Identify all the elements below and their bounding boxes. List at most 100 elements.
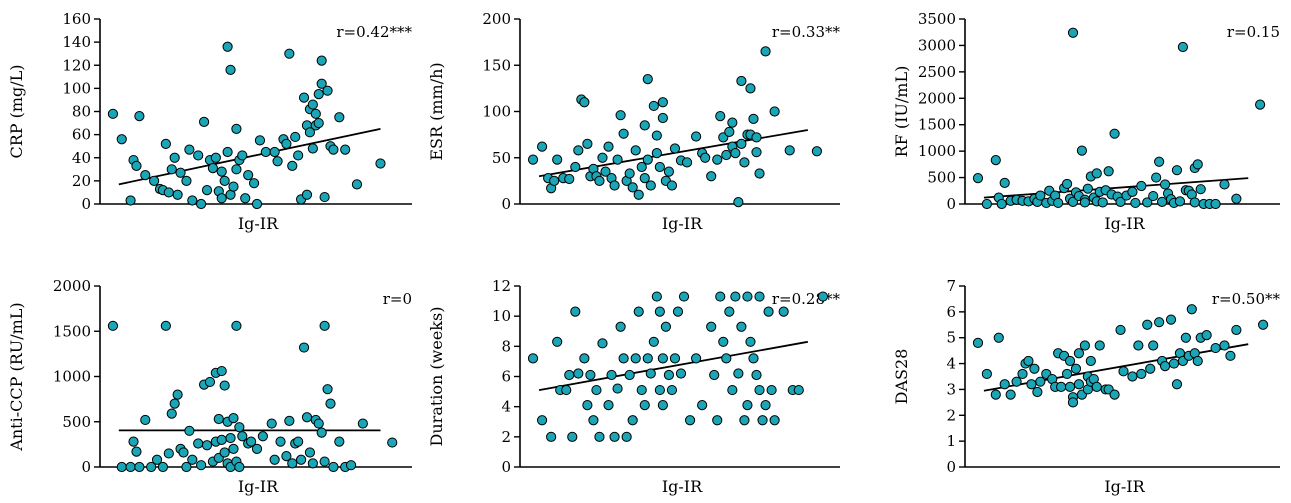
y-tick-label: 500 bbox=[927, 169, 956, 187]
data-point bbox=[651, 148, 662, 159]
data-point bbox=[187, 454, 198, 465]
y-tick-label: 6 bbox=[946, 303, 956, 321]
data-point bbox=[1032, 386, 1043, 398]
data-point bbox=[1091, 381, 1102, 392]
data-point bbox=[351, 179, 363, 190]
data-point bbox=[293, 436, 304, 447]
data-point bbox=[1067, 27, 1079, 38]
data-point bbox=[633, 189, 644, 200]
data-point bbox=[739, 415, 750, 426]
data-point bbox=[307, 458, 318, 469]
data-point bbox=[237, 150, 248, 161]
data-point bbox=[1136, 180, 1147, 192]
data-point bbox=[766, 384, 777, 396]
data-point bbox=[745, 83, 756, 94]
data-point bbox=[648, 336, 659, 347]
data-point bbox=[727, 384, 738, 396]
data-point bbox=[736, 321, 747, 332]
data-point bbox=[225, 432, 236, 444]
data-point bbox=[990, 389, 1001, 400]
data-point bbox=[243, 169, 254, 181]
data-point bbox=[248, 178, 260, 189]
data-point bbox=[216, 434, 227, 445]
data-point bbox=[1118, 366, 1129, 377]
data-point bbox=[125, 195, 136, 206]
data-point bbox=[612, 154, 623, 165]
data-point bbox=[527, 353, 539, 364]
data-point bbox=[1067, 397, 1079, 408]
data-point bbox=[706, 171, 717, 182]
data-point bbox=[319, 456, 330, 467]
data-point bbox=[657, 400, 668, 411]
data-point bbox=[387, 437, 398, 448]
data-point bbox=[754, 291, 765, 302]
data-point bbox=[624, 168, 635, 179]
data-point bbox=[564, 173, 575, 185]
data-point bbox=[603, 400, 614, 411]
data-point bbox=[660, 321, 672, 332]
data-point bbox=[666, 384, 678, 396]
data-point bbox=[1225, 350, 1236, 361]
data-point bbox=[198, 116, 210, 128]
data-point bbox=[633, 306, 644, 317]
data-point bbox=[1094, 340, 1105, 351]
data-point bbox=[715, 291, 726, 302]
data-point bbox=[609, 431, 620, 442]
data-point bbox=[582, 400, 593, 411]
data-point bbox=[663, 369, 675, 381]
y-tick-label: 1 bbox=[946, 432, 956, 450]
data-point bbox=[769, 106, 780, 117]
data-point bbox=[160, 138, 171, 149]
data-point bbox=[721, 353, 732, 364]
y-tick-label: 140 bbox=[62, 33, 91, 51]
correlation-annotation: r=0 bbox=[383, 290, 412, 308]
y-tick-label: 2 bbox=[946, 406, 956, 424]
data-point bbox=[573, 368, 584, 379]
y-tick-label: 6 bbox=[501, 368, 511, 386]
data-point bbox=[648, 100, 659, 112]
data-point bbox=[549, 175, 560, 186]
data-point bbox=[600, 166, 611, 177]
data-point bbox=[131, 446, 142, 457]
y-tick-label: 0 bbox=[501, 195, 511, 213]
data-point bbox=[207, 163, 218, 174]
data-point bbox=[642, 154, 653, 165]
data-point bbox=[272, 156, 283, 167]
data-point bbox=[669, 143, 681, 154]
data-point bbox=[251, 198, 263, 210]
data-point bbox=[269, 146, 280, 158]
data-point bbox=[724, 126, 735, 137]
data-point bbox=[234, 461, 245, 473]
data-point bbox=[552, 154, 563, 165]
data-point bbox=[146, 461, 157, 473]
data-point bbox=[591, 384, 602, 396]
data-point bbox=[313, 89, 324, 100]
data-point bbox=[231, 123, 242, 134]
data-point bbox=[678, 291, 690, 302]
data-point bbox=[564, 369, 575, 381]
data-point bbox=[1073, 379, 1085, 390]
data-point bbox=[579, 353, 590, 364]
data-point bbox=[178, 447, 189, 458]
data-point bbox=[201, 440, 213, 451]
data-point bbox=[169, 398, 180, 409]
data-point bbox=[612, 383, 623, 394]
y-tick-label: 0 bbox=[946, 458, 956, 476]
data-point bbox=[1231, 324, 1242, 336]
data-point bbox=[1142, 319, 1153, 330]
data-point bbox=[588, 415, 599, 426]
y-tick-label: 500 bbox=[62, 413, 91, 431]
y-axis-label: Duration (weeks) bbox=[427, 307, 446, 447]
y-tick-label: 100 bbox=[482, 103, 511, 121]
data-point bbox=[972, 173, 984, 184]
data-point bbox=[666, 180, 678, 191]
x-axis-label: Ig-IR bbox=[1104, 477, 1145, 496]
x-axis-label: Ig-IR bbox=[662, 477, 703, 496]
y-tick-label: 8 bbox=[501, 337, 511, 355]
data-point bbox=[1136, 368, 1147, 380]
data-point bbox=[1064, 381, 1076, 392]
data-point bbox=[319, 320, 330, 331]
y-tick-label: 3500 bbox=[918, 10, 956, 28]
data-point bbox=[266, 418, 277, 429]
y-tick-label: 150 bbox=[482, 56, 511, 74]
